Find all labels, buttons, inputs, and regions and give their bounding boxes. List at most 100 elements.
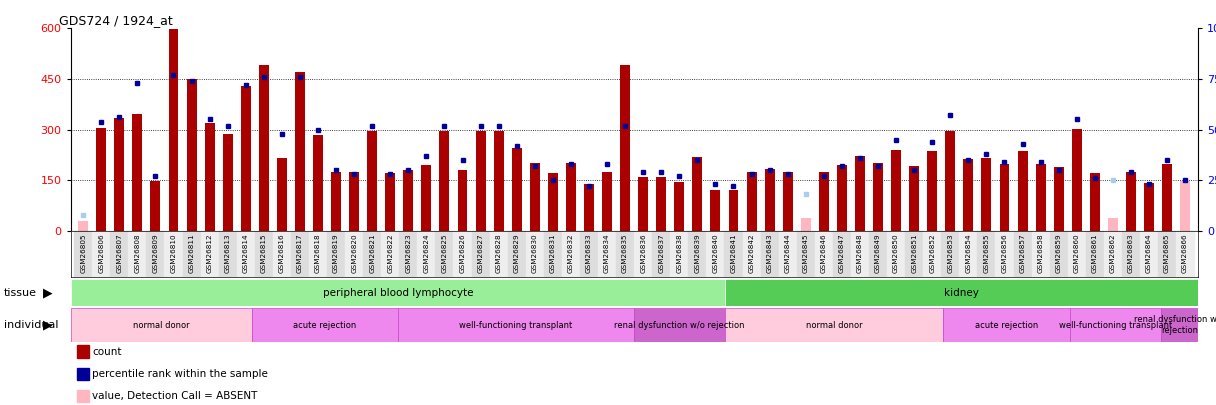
Text: GSM26827: GSM26827 xyxy=(478,233,484,273)
Bar xyxy=(1176,231,1194,277)
Bar xyxy=(151,181,161,231)
Text: GSM26847: GSM26847 xyxy=(839,233,845,273)
Text: GSM26806: GSM26806 xyxy=(98,233,105,273)
Bar xyxy=(364,231,382,277)
Text: acute rejection: acute rejection xyxy=(975,320,1038,330)
Bar xyxy=(114,118,124,231)
Bar xyxy=(1068,231,1086,277)
Bar xyxy=(422,165,432,231)
Text: GSM26848: GSM26848 xyxy=(857,233,863,273)
Bar xyxy=(237,231,255,277)
Text: kidney: kidney xyxy=(944,288,979,298)
Text: GSM26817: GSM26817 xyxy=(297,233,303,273)
Bar xyxy=(725,231,743,277)
Bar xyxy=(164,231,182,277)
Text: GSM26821: GSM26821 xyxy=(370,233,376,273)
Bar xyxy=(778,231,796,277)
Bar xyxy=(837,165,846,231)
Bar xyxy=(475,131,485,231)
Bar xyxy=(1071,129,1082,231)
Bar xyxy=(1181,181,1190,231)
Bar xyxy=(96,128,106,231)
Text: GSM26859: GSM26859 xyxy=(1055,233,1062,273)
Bar xyxy=(580,231,598,277)
Text: well-functioning transplant: well-functioning transplant xyxy=(460,320,573,330)
Bar xyxy=(345,231,364,277)
Bar xyxy=(657,177,666,231)
Bar xyxy=(728,190,738,231)
Bar xyxy=(675,182,685,231)
Text: GSM26805: GSM26805 xyxy=(80,233,86,273)
Bar xyxy=(783,172,793,231)
Bar xyxy=(417,231,435,277)
Text: GSM26833: GSM26833 xyxy=(586,233,592,273)
Bar xyxy=(941,231,959,277)
Bar xyxy=(1122,231,1139,277)
Bar xyxy=(945,131,956,231)
Bar xyxy=(944,308,1070,342)
Bar xyxy=(385,173,395,231)
Bar xyxy=(928,151,938,231)
Bar xyxy=(851,231,869,277)
Bar xyxy=(399,231,417,277)
Bar xyxy=(439,131,450,231)
Text: GSM26865: GSM26865 xyxy=(1164,233,1170,273)
Bar xyxy=(891,150,901,231)
Text: GSM26835: GSM26835 xyxy=(623,233,629,273)
Bar xyxy=(801,218,811,231)
Bar xyxy=(201,231,219,277)
Text: GSM26823: GSM26823 xyxy=(405,233,411,273)
Bar xyxy=(435,231,454,277)
Bar xyxy=(886,231,905,277)
Text: GSM26840: GSM26840 xyxy=(713,233,719,273)
Bar xyxy=(1031,231,1049,277)
Bar xyxy=(833,231,851,277)
Bar xyxy=(404,170,413,231)
Bar xyxy=(253,308,398,342)
Text: renal dysfunction w/o rejection: renal dysfunction w/o rejection xyxy=(614,320,745,330)
Text: GSM26828: GSM26828 xyxy=(496,233,502,273)
Bar xyxy=(255,231,272,277)
Bar xyxy=(544,231,562,277)
Text: GSM26855: GSM26855 xyxy=(984,233,990,273)
Text: GSM26834: GSM26834 xyxy=(604,233,610,273)
Text: GSM26824: GSM26824 xyxy=(423,233,429,273)
Text: GSM26807: GSM26807 xyxy=(117,233,123,273)
Bar xyxy=(1049,231,1068,277)
Bar xyxy=(92,231,111,277)
Bar xyxy=(815,231,833,277)
Bar xyxy=(869,231,886,277)
Bar xyxy=(367,131,377,231)
Text: percentile rank within the sample: percentile rank within the sample xyxy=(92,369,269,379)
Bar xyxy=(1013,231,1031,277)
Text: ▶: ▶ xyxy=(43,318,52,332)
Bar xyxy=(169,30,179,231)
Text: GSM26861: GSM26861 xyxy=(1092,233,1098,273)
Bar xyxy=(133,115,142,231)
Text: GSM26836: GSM26836 xyxy=(640,233,646,273)
Bar xyxy=(1000,164,1009,231)
Bar xyxy=(241,86,250,231)
Bar xyxy=(71,308,253,342)
Bar xyxy=(530,163,540,231)
Bar xyxy=(457,170,467,231)
Bar xyxy=(512,148,522,231)
Text: GSM26820: GSM26820 xyxy=(351,233,358,273)
Bar xyxy=(490,231,508,277)
Text: GSM26818: GSM26818 xyxy=(315,233,321,273)
Text: GSM26862: GSM26862 xyxy=(1110,233,1116,273)
Bar xyxy=(1086,231,1104,277)
Text: GSM26851: GSM26851 xyxy=(911,233,917,273)
Bar xyxy=(1036,164,1046,231)
Bar xyxy=(1090,173,1099,231)
Text: GSM26849: GSM26849 xyxy=(876,233,882,273)
Bar xyxy=(978,231,996,277)
Bar xyxy=(494,131,503,231)
Bar xyxy=(963,159,973,231)
Text: GSM26811: GSM26811 xyxy=(188,233,195,273)
Text: GSM26844: GSM26844 xyxy=(784,233,790,273)
Bar xyxy=(873,163,883,231)
Bar xyxy=(996,231,1013,277)
Bar xyxy=(635,308,725,342)
Bar xyxy=(331,172,340,231)
